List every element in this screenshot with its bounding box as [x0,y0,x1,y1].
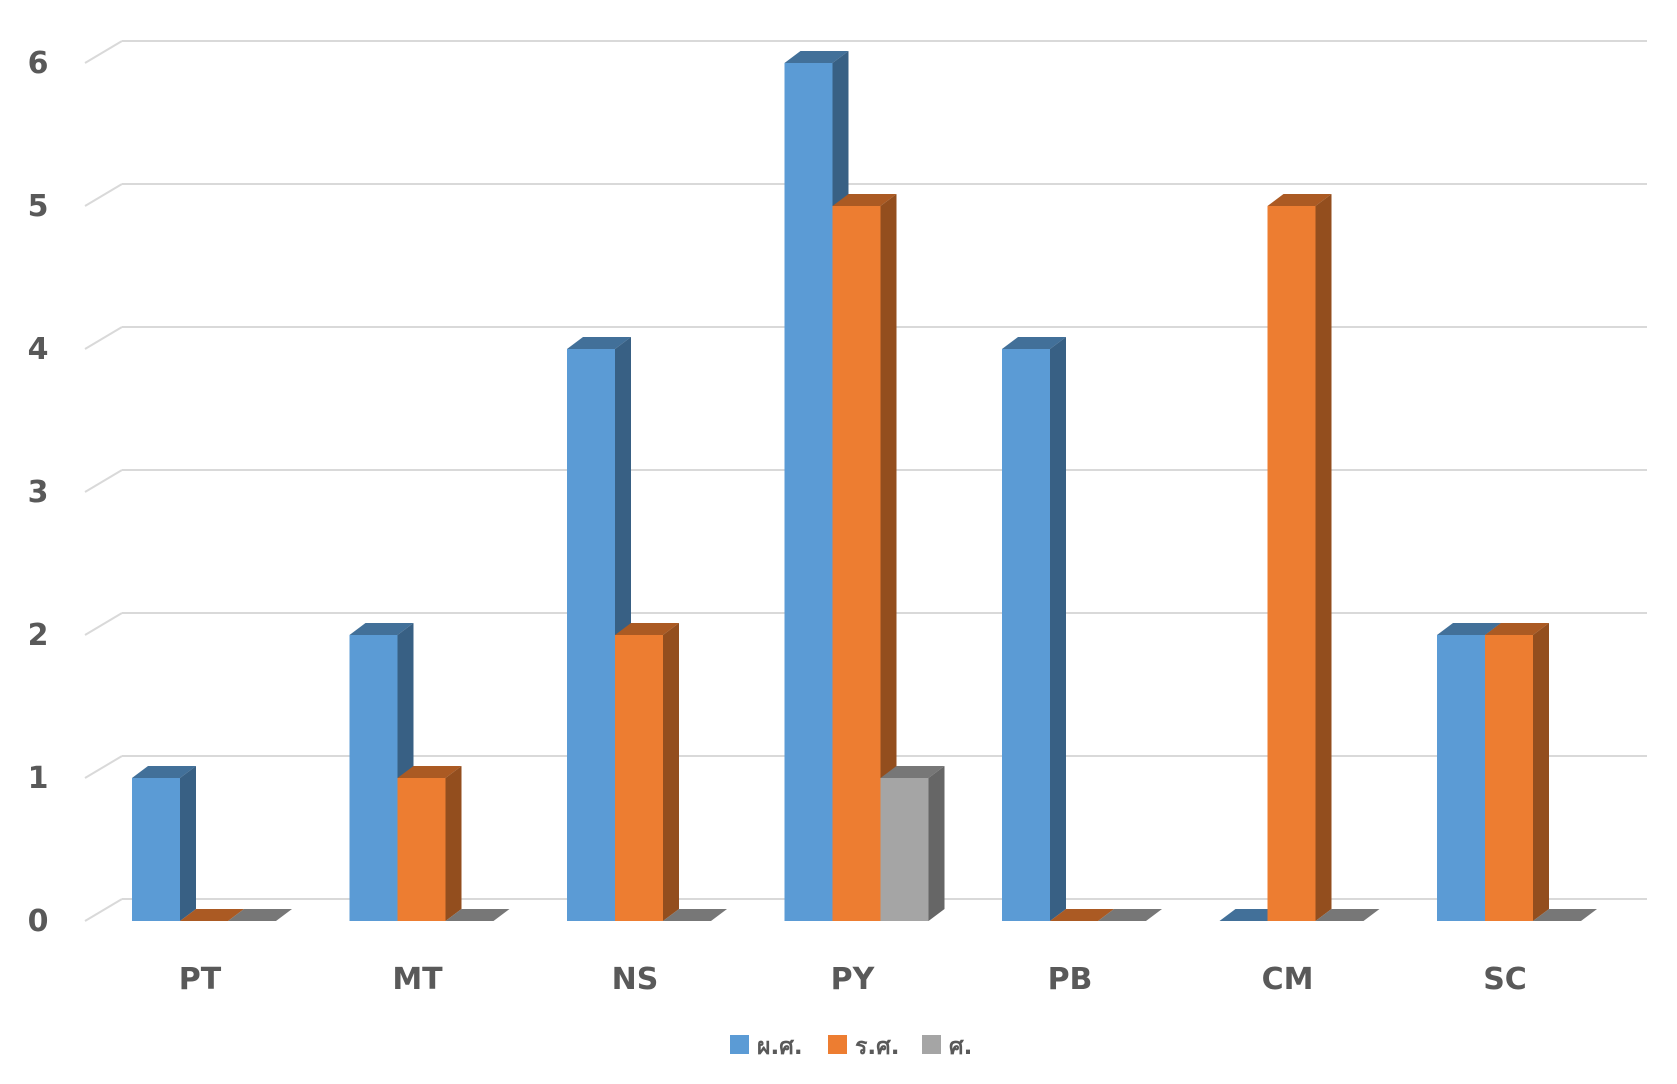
bar-front-face [615,635,663,921]
bar-top-face [880,766,945,778]
y-tick-label: 1 [28,761,49,796]
bar-front-face [1485,635,1533,921]
bar-side-face [1050,337,1066,921]
legend-swatch [730,1035,749,1054]
bar-front-face [1267,206,1316,921]
bar-front-face [567,349,615,921]
legend-label: ศ. [949,1034,972,1060]
bar-PT-1 [180,909,244,921]
bar-top-face [1002,337,1066,349]
x-category-label: SC [1483,962,1527,997]
legend-item: ศ. [922,1034,972,1060]
bar-top-face [445,909,510,921]
bar-PB-2 [1098,909,1162,921]
bar-top-face [1533,909,1597,921]
bar-CM-2 [1315,909,1380,921]
legend-swatch [828,1035,847,1054]
gridline-depth-4 [84,326,123,350]
legend-swatch [922,1035,941,1054]
bar-top-face [1098,909,1162,921]
bar-PY-2 [880,766,945,921]
bar-top-face [1485,623,1549,635]
bar-front-face [1002,349,1050,921]
bar-PT-2 [228,909,292,921]
gridline-depth-5 [84,183,123,207]
bar-front-face [784,63,833,921]
bar-top-face [832,194,897,206]
bar-CM-1 [1267,194,1332,921]
bar-side-face [445,766,462,921]
x-category-label: CM [1262,962,1314,997]
bar-top-face [615,623,679,635]
bar-front-face [1437,635,1485,921]
legend-label: ร.ศ. [855,1034,899,1060]
x-category-label: NS [612,962,659,997]
bar-top-face [784,51,849,63]
bar-front-face [880,778,929,921]
y-tick-label: 3 [28,475,49,510]
bar-side-face [1533,623,1549,921]
bar-PB-0 [1002,337,1066,921]
bar-side-face [880,194,897,921]
bar-side-face [928,766,945,921]
bar-MT-2 [445,909,510,921]
bar-PB-1 [1050,909,1114,921]
bar-top-face [567,337,631,349]
bar-top-face [1315,909,1380,921]
bar-PT-0 [132,766,196,921]
legend-item: ร.ศ. [828,1034,899,1060]
bar-top-face [663,909,727,921]
x-category-label: MT [392,962,443,997]
bar-top-face [180,909,244,921]
bar-side-face [663,623,679,921]
bar-front-face [132,778,180,921]
x-category-label: PY [831,962,876,997]
y-tick-label: 5 [28,189,49,224]
bar-side-face [1315,194,1332,921]
bar-NS-1 [615,623,679,921]
bar-top-face [1437,623,1501,635]
bars [132,51,1597,921]
bar-top-face [397,766,462,778]
x-axis-category-labels: PT MT NS PY PB CM SC [179,962,1527,997]
gridline-depth-0 [84,898,123,922]
y-tick-label: 4 [28,332,49,367]
gridline-depth-2 [84,612,123,636]
bar-PY-1 [832,194,897,921]
gridline-depth-3 [84,469,123,493]
bar-NS-2 [663,909,727,921]
y-tick-label: 6 [28,46,49,81]
bar-front-face [349,635,398,921]
bar-top-face [132,766,196,778]
y-tick-label: 0 [28,904,49,939]
legend-item: ผ.ศ. [730,1034,803,1060]
bar-top-face [349,623,414,635]
bar-SC-1 [1485,623,1549,921]
bar-SC-2 [1533,909,1597,921]
y-tick-label: 2 [28,618,49,653]
bar-top-face [1267,194,1332,206]
bar-front-face [832,206,881,921]
bar-MT-1 [397,766,462,921]
bar-front-face [397,778,446,921]
x-category-label: PB [1048,962,1093,997]
gridline-depth-1 [84,755,123,779]
x-category-label: PT [179,962,222,997]
y-axis-tick-labels: 0 1 2 3 4 5 6 [28,46,49,939]
legend: ผ.ศ. ร.ศ. ศ. [730,1034,972,1060]
bar-top-face [228,909,292,921]
legend-label: ผ.ศ. [757,1034,803,1060]
bar-top-face [1050,909,1114,921]
bar-side-face [180,766,196,921]
gridline-depth-6 [84,40,123,64]
